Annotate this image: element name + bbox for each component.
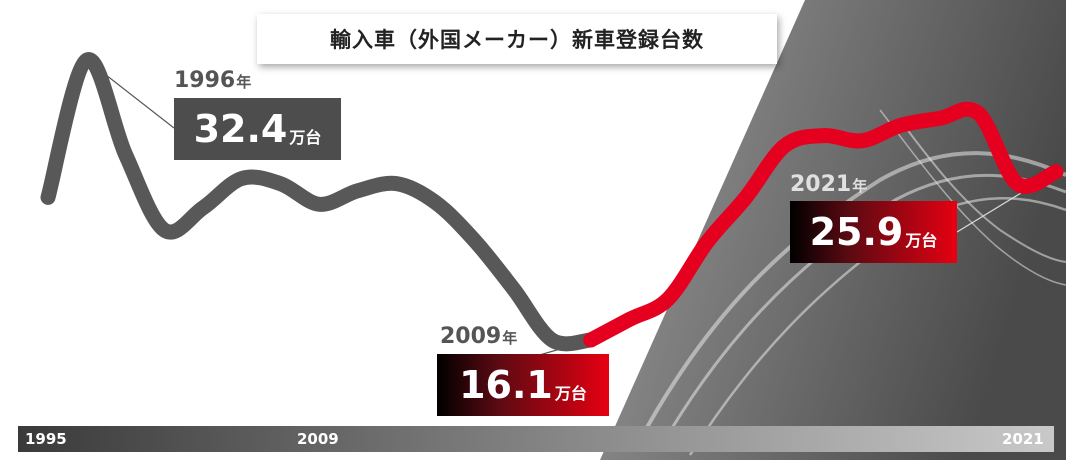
annotation-value: 25.9 — [809, 210, 904, 254]
annotation-1996-value: 32.4 万台 — [174, 98, 341, 160]
chart-title: 輸入車（外国メーカー）新車登録台数 — [257, 14, 777, 64]
annotation-2021-year: 2021年 — [790, 174, 867, 197]
annotation-year-unit: 年 — [852, 177, 868, 195]
annotation-2009-value: 16.1 万台 — [437, 354, 609, 416]
annotation-unit: 万台 — [289, 128, 322, 147]
annotation-unit: 万台 — [905, 231, 938, 250]
annotation-2009-year: 2009年 — [440, 326, 517, 349]
annotation-unit: 万台 — [554, 384, 587, 403]
annotation-year-text: 2009 — [440, 324, 502, 349]
annotation-value: 32.4 — [193, 107, 288, 151]
annotation-1996-year: 1996年 — [174, 70, 251, 93]
x-tick-label-2009: 2009 — [297, 430, 339, 448]
annotation-year-text: 2021 — [790, 172, 852, 197]
annotation-year-text: 1996 — [174, 68, 236, 93]
series-line-1995-2009 — [40, 52, 599, 352]
annotation-2021-value: 25.9 万台 — [790, 201, 957, 263]
series-line-2009-2021 — [583, 101, 1064, 348]
annotation-year-unit: 年 — [502, 329, 518, 347]
x-tick-label-1995: 1995 — [25, 430, 67, 448]
annotation-year-unit: 年 — [236, 73, 252, 91]
annotation-value: 16.1 — [459, 363, 553, 407]
x-axis-bar — [18, 426, 1054, 452]
x-tick-label-2021: 2021 — [1002, 430, 1044, 448]
series-lines — [40, 52, 1064, 352]
